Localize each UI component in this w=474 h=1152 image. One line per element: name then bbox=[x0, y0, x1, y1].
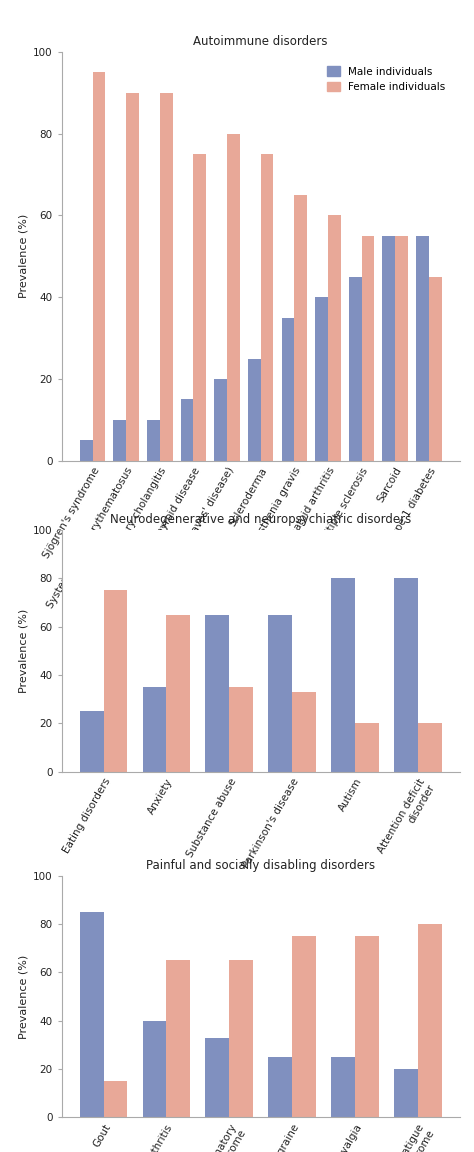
Bar bbox=[80, 912, 104, 1117]
Bar bbox=[126, 93, 139, 461]
Bar bbox=[181, 400, 193, 461]
Bar bbox=[261, 154, 273, 461]
Bar bbox=[248, 358, 261, 461]
Bar bbox=[147, 420, 160, 461]
Bar bbox=[395, 236, 408, 461]
Bar bbox=[355, 935, 379, 1117]
Bar bbox=[193, 154, 206, 461]
Title: Painful and socially disabling disorders: Painful and socially disabling disorders bbox=[146, 858, 375, 872]
Bar bbox=[383, 236, 395, 461]
Bar bbox=[328, 215, 341, 461]
Legend: Male individuals, Female individuals: Male individuals, Female individuals bbox=[322, 61, 451, 97]
Bar bbox=[214, 379, 227, 461]
Bar bbox=[166, 961, 191, 1117]
Bar bbox=[282, 318, 294, 461]
Bar bbox=[104, 1081, 128, 1117]
Bar bbox=[294, 195, 307, 461]
Bar bbox=[362, 236, 374, 461]
Y-axis label: Prevalence (%): Prevalence (%) bbox=[19, 608, 29, 694]
Bar bbox=[227, 134, 240, 461]
Bar bbox=[416, 236, 429, 461]
Bar bbox=[205, 1038, 229, 1117]
Bar bbox=[268, 615, 292, 772]
Bar bbox=[292, 692, 316, 772]
Bar bbox=[229, 687, 253, 772]
Y-axis label: Prevalence (%): Prevalence (%) bbox=[19, 954, 29, 1039]
Bar bbox=[143, 1021, 166, 1117]
Bar bbox=[292, 935, 316, 1117]
Bar bbox=[92, 73, 105, 461]
Bar bbox=[331, 1058, 355, 1117]
Bar bbox=[166, 615, 191, 772]
Bar bbox=[418, 924, 442, 1117]
Bar bbox=[205, 615, 229, 772]
Bar bbox=[229, 961, 253, 1117]
Title: Neurodegenerative and neuropsychiatric disorders: Neurodegenerative and neuropsychiatric d… bbox=[110, 513, 411, 526]
Bar bbox=[80, 711, 104, 772]
Bar bbox=[429, 276, 442, 461]
Bar bbox=[331, 578, 355, 772]
Bar bbox=[315, 297, 328, 461]
Bar bbox=[160, 93, 173, 461]
Title: Autoimmune disorders: Autoimmune disorders bbox=[193, 35, 328, 48]
Bar bbox=[394, 1069, 418, 1117]
Bar bbox=[113, 420, 126, 461]
Bar bbox=[268, 1058, 292, 1117]
Y-axis label: Prevalence (%): Prevalence (%) bbox=[19, 214, 29, 298]
Bar bbox=[80, 440, 92, 461]
Bar bbox=[143, 687, 166, 772]
Bar bbox=[355, 723, 379, 772]
Bar bbox=[349, 276, 362, 461]
Bar bbox=[394, 578, 418, 772]
Bar bbox=[104, 590, 128, 772]
Bar bbox=[418, 723, 442, 772]
